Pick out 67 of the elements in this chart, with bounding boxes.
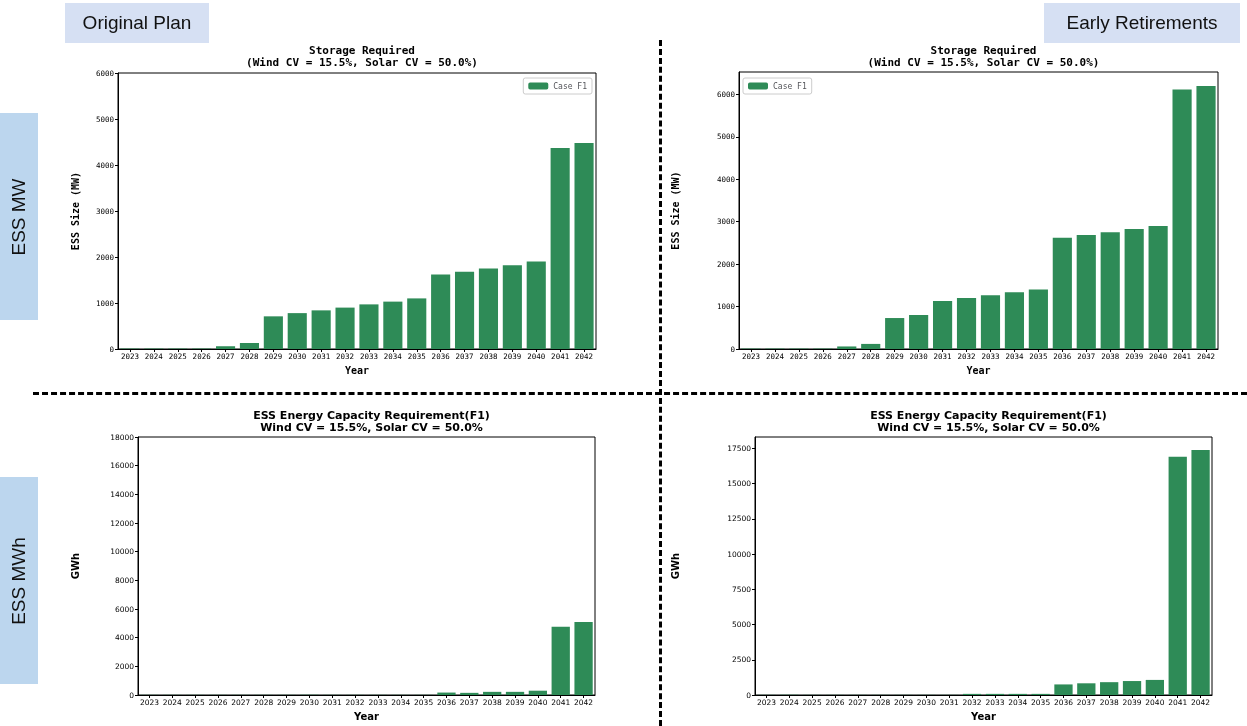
text: Early Retirements <box>1066 12 1218 34</box>
bar <box>528 690 548 695</box>
chart-subtitle: Wind CV = 15.5%, Solar CV = 50.0% <box>877 421 1100 434</box>
bar <box>239 343 260 349</box>
text: Original Plan <box>82 12 192 34</box>
bar <box>1148 225 1168 349</box>
bar <box>407 298 427 349</box>
x-axis-title: Year <box>344 364 370 376</box>
bar <box>837 346 857 349</box>
bar <box>1054 684 1073 695</box>
chart-subtitle: (Wind CV = 15.5%, Solar CV = 50.0%) <box>867 56 1100 69</box>
bar <box>502 265 522 349</box>
text: ESS MW <box>8 177 30 256</box>
chart-title: Storage Required <box>930 44 1037 57</box>
bar <box>287 313 307 349</box>
chart-subtitle: Wind CV = 15.5%, Solar CV = 50.0% <box>260 421 483 434</box>
bar <box>1077 683 1096 695</box>
bar <box>383 301 403 349</box>
y-axis-title: GWh <box>669 552 681 580</box>
bar <box>1172 89 1192 349</box>
bar <box>956 298 977 349</box>
bar <box>359 304 379 349</box>
chart-subtitle: (Wind CV = 15.5%, Solar CV = 50.0%) <box>246 56 478 69</box>
bar <box>550 147 570 349</box>
bar <box>478 268 499 349</box>
bar <box>431 274 451 349</box>
legend-label: Case F1 <box>553 81 588 91</box>
bar <box>1100 232 1120 349</box>
y-axis-title: GWh <box>69 552 81 580</box>
bar <box>1100 682 1119 695</box>
bar <box>454 271 475 349</box>
bar <box>574 142 594 349</box>
x-axis-title: Year <box>970 710 996 722</box>
x-axis-title: Year <box>353 710 379 722</box>
bar <box>933 301 953 349</box>
bar <box>885 318 905 349</box>
bar <box>460 692 479 695</box>
legend-label: Case F1 <box>773 81 807 91</box>
bar <box>551 626 570 695</box>
bar <box>1004 292 1025 349</box>
bar <box>909 315 929 349</box>
bar <box>1052 237 1072 349</box>
bar <box>335 307 355 349</box>
bar <box>311 310 331 349</box>
bar <box>1124 228 1144 349</box>
text: ESS MWh <box>8 536 30 625</box>
chart-title: ESS Energy Capacity Requirement(F1) <box>870 409 1107 422</box>
bar <box>483 691 502 695</box>
bar <box>1196 86 1216 349</box>
bar <box>980 295 1001 349</box>
bar <box>1076 234 1096 349</box>
bar <box>1191 450 1210 695</box>
bar <box>1168 456 1187 695</box>
bar <box>505 691 525 695</box>
bar <box>861 343 881 349</box>
bar <box>574 621 593 695</box>
bar <box>1028 289 1048 349</box>
bar <box>1122 681 1142 695</box>
bar <box>215 346 236 349</box>
bar <box>1145 679 1165 695</box>
y-axis-title: ESS Size (MW) <box>669 171 681 250</box>
bar <box>263 316 283 349</box>
bar <box>526 261 546 349</box>
x-axis-title: Year <box>966 364 991 376</box>
chart-title: ESS Energy Capacity Requirement(F1) <box>253 409 490 422</box>
chart-title: Storage Required <box>309 44 415 57</box>
y-axis-title: ESS Size (MW) <box>69 171 81 251</box>
